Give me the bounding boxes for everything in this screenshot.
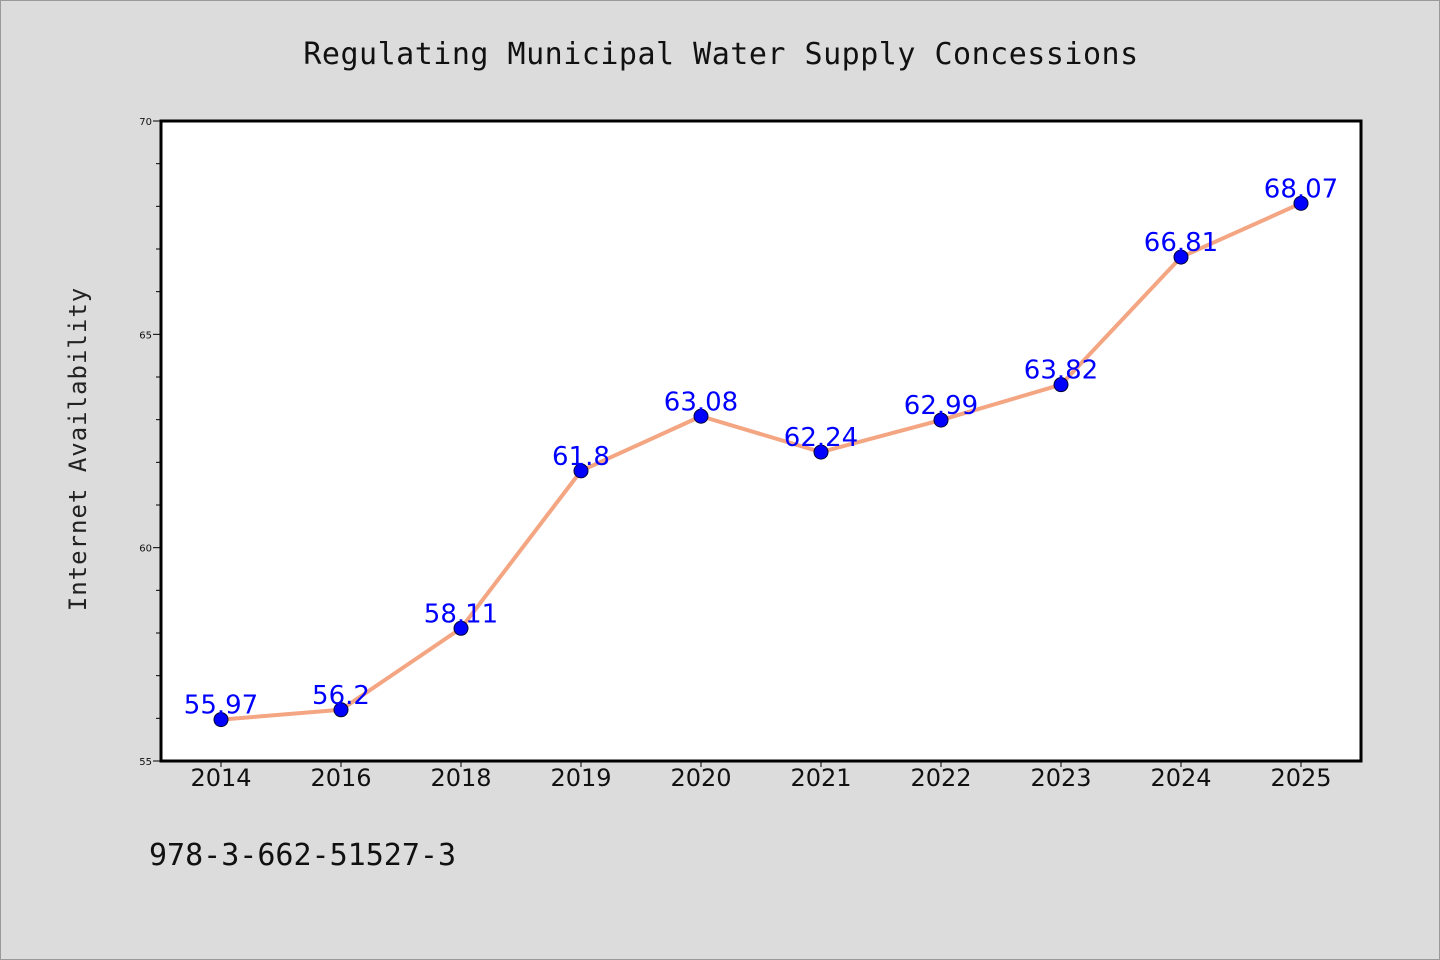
plot-area	[159, 119, 1363, 763]
data-point	[1053, 377, 1069, 393]
data-label: 66.81	[1144, 228, 1218, 258]
data-label: 58.11	[424, 599, 498, 629]
chart-title: Regulating Municipal Water Supply Conces…	[303, 37, 1138, 72]
x-tick-label: 2025	[1270, 764, 1331, 792]
data-point	[693, 408, 709, 424]
x-tick-label: 2022	[910, 764, 971, 792]
data-point	[573, 463, 589, 479]
data-labels: 55.97 56.2 58.11 61.8 63.08 62.24 62.99 63.82 66…	[184, 174, 1338, 720]
y-tick-label: 65	[139, 330, 152, 341]
x-axis: 2014 2016 2018 2019 2020 2021 2022 2023 2024 2025	[190, 761, 1332, 792]
x-tick-label: 2023	[1030, 764, 1091, 792]
data-label: 55.97	[184, 691, 258, 721]
data-point	[453, 620, 469, 636]
series-layer	[213, 195, 1309, 728]
x-tick-label: 2019	[550, 764, 611, 792]
y-axis: 55 60 65 70	[139, 117, 161, 768]
data-label: 63.08	[664, 387, 738, 417]
y-axis-label: Internet Availability	[64, 287, 92, 611]
y-tick-label: 70	[139, 117, 152, 128]
data-point	[1293, 195, 1309, 211]
data-label: 68.07	[1264, 174, 1338, 204]
x-tick-label: 2016	[310, 764, 371, 792]
data-point	[933, 412, 949, 428]
x-tick-label: 2018	[430, 764, 491, 792]
data-label: 62.24	[784, 423, 858, 453]
x-tick-label: 2024	[1150, 764, 1211, 792]
y-tick-label: 60	[139, 544, 152, 555]
x-tick-label: 2021	[790, 764, 851, 792]
data-point	[1173, 249, 1189, 265]
data-label: 62.99	[904, 391, 978, 421]
x-tick-label: 2014	[190, 764, 251, 792]
x-tick-label: 2020	[670, 764, 731, 792]
data-label: 61.8	[552, 442, 610, 472]
y-tick-label: 55	[139, 757, 152, 768]
data-point	[813, 444, 829, 460]
data-label: 56.2	[312, 681, 370, 711]
data-label: 63.82	[1024, 356, 1098, 386]
data-point	[213, 712, 229, 728]
data-point	[333, 702, 349, 718]
isbn-footer: 978-3-662-51527-3	[149, 838, 456, 873]
series-line	[219, 201, 1303, 722]
